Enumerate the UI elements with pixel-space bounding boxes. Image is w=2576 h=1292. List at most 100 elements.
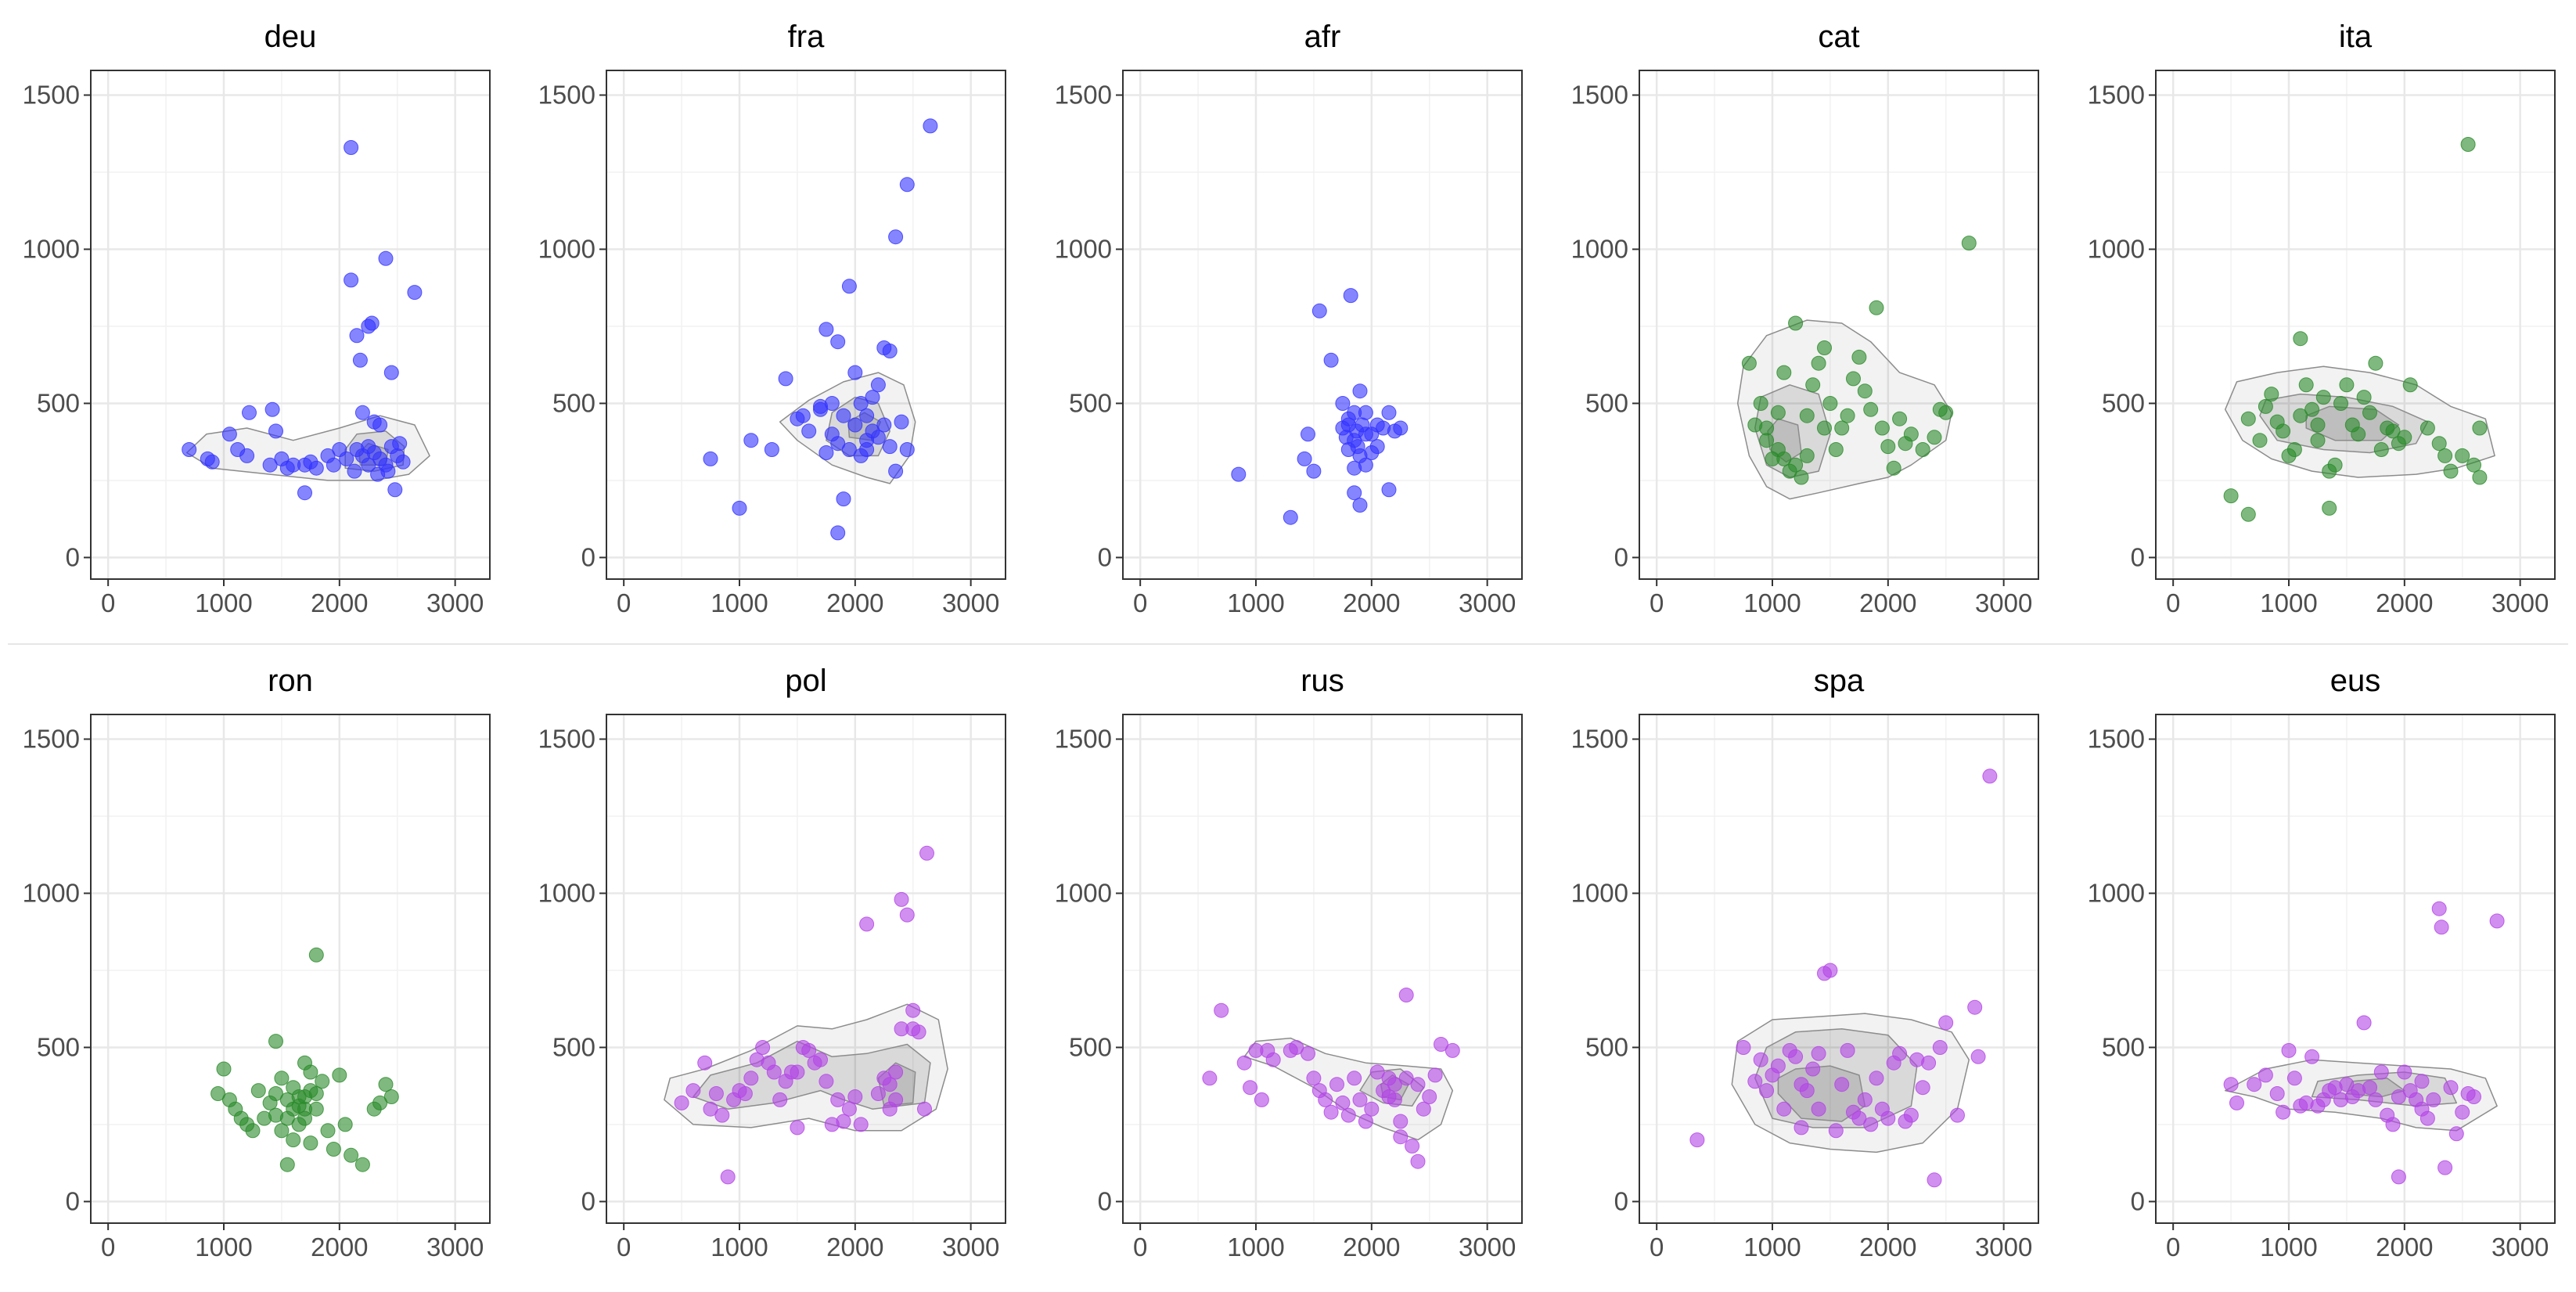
data-point [1335,396,1351,411]
data-point [1254,1092,1269,1107]
data-point [824,426,840,442]
data-point [2385,423,2401,439]
y-tick-label: 1000 [538,234,595,263]
data-point [894,891,909,907]
panel-background [606,714,1006,1223]
y-tick-label: 1000 [2088,234,2145,263]
data-point [2419,1110,2435,1126]
data-point [2333,396,2348,411]
data-point [407,285,423,301]
data-point [2293,331,2308,347]
data-point [326,1142,341,1157]
x-tick-label: 2000 [311,1233,368,1261]
data-point [250,1083,266,1099]
panel-title: rus [1301,664,1344,698]
data-point [279,1157,295,1172]
data-point [1318,1092,1333,1107]
data-point [1811,1101,1826,1117]
data-point [268,1086,283,1101]
data-point [1369,417,1385,433]
data-point [859,916,875,932]
data-point [1846,371,1861,387]
data-point [1393,1114,1409,1129]
density-contour [779,372,916,484]
y-tick-label: 1000 [23,234,80,263]
data-point [1822,396,1838,411]
x-tick-label: 2000 [826,1233,883,1261]
data-point [836,1114,851,1129]
data-point [268,423,283,439]
data-point [1874,420,1890,436]
data-point [1776,365,1792,380]
data-point [2391,1169,2406,1185]
panel-ita: 0 1000 2000 3000 0 500 1000 1500 ita [2088,20,2556,617]
data-point [308,1086,324,1101]
x-tick-label: 0 [2166,588,2180,617]
data-point [1927,1172,1942,1188]
data-point [1381,405,1397,420]
data-point [1828,1123,1844,1139]
panel-title: eus [2330,664,2381,698]
data-point [1265,1052,1281,1067]
data-point [1799,1083,1815,1099]
data-point [1398,1071,1414,1086]
data-point [755,1040,771,1055]
data-point [2385,1117,2401,1132]
data-point [1358,1114,1373,1129]
x-tick-label: 1000 [195,588,252,617]
y-tick-label: 0 [66,1186,80,1215]
data-point [1306,1071,1322,1086]
panel-title: ita [2339,20,2373,54]
data-point [1828,442,1844,457]
data-point [818,445,834,460]
data-point [1915,442,1930,457]
x-tick-label: 1000 [2260,1233,2317,1261]
data-point [1410,1153,1426,1169]
data-point [743,433,759,448]
data-point [1834,420,1850,436]
panel-border [2155,714,2556,1224]
y-tick-label: 0 [66,542,80,571]
y-tick-label: 1000 [1571,878,1628,907]
y-tick-label: 1500 [1571,725,1628,754]
data-point [674,1095,689,1110]
data-point [221,426,237,442]
data-point [326,457,341,473]
panel-background [91,714,490,1223]
y-tick-label: 500 [1585,388,1628,417]
data-point [2431,436,2447,452]
data-point [2419,420,2435,436]
panel-background [91,70,490,579]
x-tick-label: 2000 [1343,588,1400,617]
data-point [354,1157,370,1172]
data-point [344,1147,359,1163]
data-point [899,442,915,457]
panel-border [1639,70,2039,580]
data-point [1381,482,1397,498]
panel-rus: 0 1000 2000 3000 0 500 1000 1500 rus [1055,664,1523,1261]
x-tick-label: 1000 [1743,588,1801,617]
panel-title: pol [785,664,826,698]
data-point [1950,1107,1965,1123]
panel-title: spa [1814,664,1865,698]
data-point [1892,411,1908,426]
data-point [2368,355,2384,371]
data-point [1863,401,1879,417]
data-point [372,1095,388,1110]
data-point [2414,1074,2430,1089]
x-tick-label: 0 [101,1233,115,1261]
data-point [1967,999,1983,1015]
panel-title: ron [268,664,313,698]
x-tick-label: 2000 [2376,1233,2433,1261]
x-tick-label: 3000 [942,588,999,617]
data-point [1398,988,1414,1002]
data-point [853,396,869,411]
data-point [830,1092,846,1107]
data-point [210,1086,226,1101]
panel-cat: 0 1000 2000 3000 0 500 1000 1500 cat [1571,20,2039,617]
x-tick-label: 3000 [1975,1233,2032,1261]
data-point [876,417,892,433]
data-point [1736,1040,1751,1055]
data-point [347,463,362,479]
data-point [836,408,851,423]
